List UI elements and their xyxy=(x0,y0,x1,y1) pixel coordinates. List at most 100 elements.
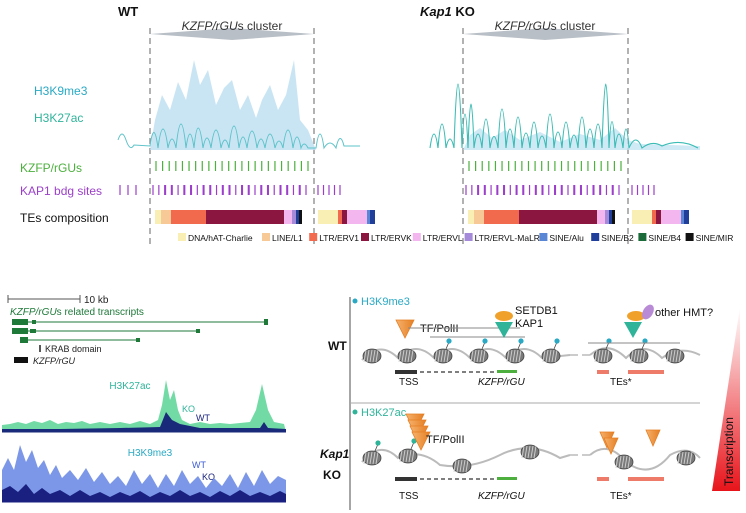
c-tss: TSS xyxy=(399,377,419,388)
wt-kap1-ticks xyxy=(119,185,341,195)
b-ko-label-2: KO xyxy=(202,472,215,482)
nucleosome xyxy=(629,338,649,364)
nucleosome xyxy=(593,338,613,364)
label-kzfp-rgus: KZFP/rGUs xyxy=(20,161,82,175)
legend-label: LTR/ERVL-MaLR xyxy=(475,233,540,243)
c-tes: TEs* xyxy=(610,377,632,388)
h3k9me3-ko-track xyxy=(2,484,286,502)
c-setdb1: SETDB1 xyxy=(515,305,558,317)
other-hmt-triangle xyxy=(624,322,642,338)
ko-cluster-label: KZFP/rGUs cluster xyxy=(495,19,596,33)
wt-cluster-bracket: KZFP/rGUs cluster xyxy=(149,19,315,245)
setdb1-icon xyxy=(495,311,513,321)
legend-swatch xyxy=(309,233,318,241)
ko-kzfp-ticks xyxy=(468,161,622,171)
c-other-hmt: other HMT? xyxy=(655,307,713,319)
h3k27ac-wt-track xyxy=(2,412,286,432)
legend-label: LTR/ERVK xyxy=(371,233,412,243)
kap1-icon xyxy=(495,322,513,338)
legend-label: SINE/B4 xyxy=(648,233,681,243)
nucleosome xyxy=(362,348,382,364)
c-h3k27ac-mark: H3K27ac xyxy=(361,407,407,419)
ko-te-composition-bar xyxy=(468,210,689,224)
nucleosome xyxy=(397,348,417,364)
ko-h3k9me3-area xyxy=(430,128,700,150)
nucleosome xyxy=(469,338,489,364)
nucleosome xyxy=(614,454,634,470)
legend-swatch xyxy=(262,233,270,241)
b-wt-label-2: WT xyxy=(192,460,206,470)
label-h3k27ac: H3K27ac xyxy=(34,111,83,125)
c-kap1: KAP1 xyxy=(515,318,543,330)
ko-h3k27ac-line xyxy=(429,83,699,149)
wt-h3k27ac-line xyxy=(117,123,360,150)
te-legend: DNA/hAT-Charlie LINE/L1 LTR/ERV1 LTR/ERVK LT… xyxy=(178,233,733,243)
transcripts-label: KZFP/rGUs related transcripts xyxy=(10,307,144,318)
legend-swatch xyxy=(178,233,186,241)
wt-cluster-label: KZFP/rGUs cluster xyxy=(182,19,283,33)
transcription-wedge xyxy=(712,307,740,491)
label-h3k9me3: H3K9me3 xyxy=(34,84,88,98)
legend-swatch xyxy=(361,233,369,241)
panel-b: 10 kb KZFP/rGUs related transcripts KRAB… xyxy=(2,295,286,503)
nucleosome xyxy=(676,450,696,466)
h3k27ac-ko-track xyxy=(2,380,286,432)
wt-kzfp-ticks xyxy=(155,161,309,171)
c-ko-suffix-label: KO xyxy=(323,468,341,482)
b-ko-label: KO xyxy=(182,404,195,414)
legend-label: SINE/B2 xyxy=(601,233,634,243)
c-transcription: Transcription xyxy=(722,417,736,486)
krab-label: KRAB domain xyxy=(45,344,102,354)
legend-swatch xyxy=(412,233,421,241)
nucleosome xyxy=(541,338,561,364)
ko-kap1-ticks xyxy=(465,185,655,195)
c-h3k9me3-mark: H3K9me3 xyxy=(361,296,410,308)
transcript-models xyxy=(12,319,268,343)
wt-h3k9me3-area xyxy=(118,60,700,150)
ko-cluster-bracket: KZFP/rGUs cluster xyxy=(462,19,629,245)
legend-swatch xyxy=(539,233,548,241)
panel-a: WT Kap1 KO KZFP/rGUs cluster KZFP/rGUs c… xyxy=(20,4,733,245)
legend-swatch xyxy=(464,233,473,241)
wt-te-composition-bar xyxy=(155,210,375,224)
other-hmt-purple-icon xyxy=(642,304,654,320)
c-tss-2: TSS xyxy=(399,491,419,502)
wt-chromatin-fiber xyxy=(361,348,571,361)
b-wt-label: WT xyxy=(196,413,210,423)
legend-label: SINE/MIR xyxy=(696,233,734,243)
b-h3k9me3-label: H3K9me3 xyxy=(128,448,173,459)
wt-nucleosomes xyxy=(362,338,685,364)
wt-tf-cone xyxy=(395,319,415,339)
nucleosome xyxy=(362,440,382,466)
nucleosome xyxy=(398,438,418,464)
legend-swatch xyxy=(685,233,694,241)
c-tf-polii: TF/PolII xyxy=(420,323,459,335)
ko-nucleosomes xyxy=(362,438,696,474)
legend-label: LTR/ERVL xyxy=(423,233,463,243)
c-wt-label: WT xyxy=(328,339,347,353)
legend-swatch xyxy=(591,233,600,241)
c-kzfp-rgu-2: KZFP/rGU xyxy=(478,491,525,502)
panel-c: WT Kap1 KO H3K9me3 H3K27ac TF/PolII SETD… xyxy=(320,296,740,510)
ko-te-tf-cones xyxy=(599,429,661,455)
legend-label: SINE/Alu xyxy=(549,233,584,243)
b-h3k27ac-label: H3K27ac xyxy=(109,381,150,392)
c-kzfp-rgu: KZFP/rGU xyxy=(478,377,525,388)
label-kap1-bdg: KAP1 bdg sites xyxy=(20,184,102,198)
other-hmt-orange-icon xyxy=(627,311,645,321)
scale-label: 10 kb xyxy=(84,295,109,306)
ko-title: Kap1 KO xyxy=(420,4,475,19)
nucleosome xyxy=(520,444,540,460)
c-tes-2: TEs* xyxy=(610,491,632,502)
c-ko-gene-label: Kap1 xyxy=(320,447,350,461)
kzfp-rgu-legend: KZFP/rGU xyxy=(33,356,75,366)
wt-title: WT xyxy=(118,4,138,19)
nucleosome xyxy=(452,458,472,474)
h3k9me3-wt-track xyxy=(2,445,286,502)
nucleosome xyxy=(505,338,525,364)
ko-tf-cones xyxy=(405,413,431,451)
nucleosome xyxy=(433,338,453,364)
legend-swatch xyxy=(638,233,647,241)
nucleosome xyxy=(665,348,685,364)
